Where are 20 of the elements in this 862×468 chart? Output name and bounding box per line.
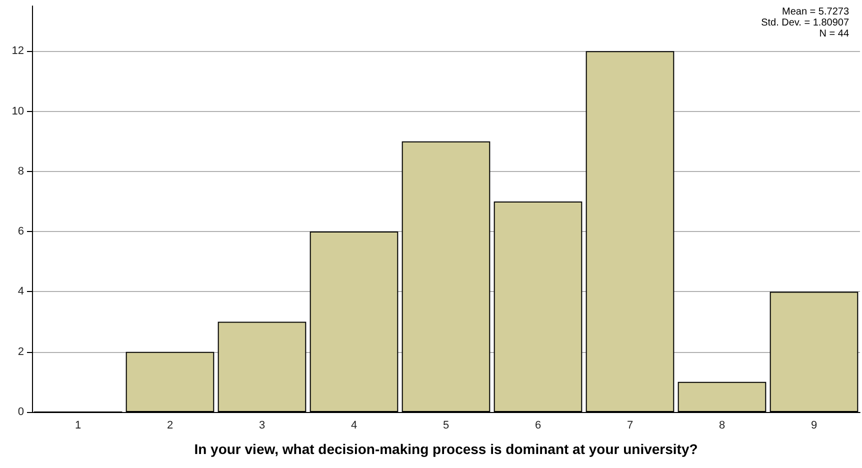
y-tick-label: 12 bbox=[12, 45, 24, 58]
x-tick-label: 4 bbox=[350, 420, 358, 432]
x-tick-label: 1 bbox=[74, 420, 82, 432]
x-tick-label: 8 bbox=[718, 420, 726, 432]
x-axis-title: In your view, what decision-making process is dominant at your university? bbox=[194, 441, 698, 457]
y-tick-label: 6 bbox=[18, 226, 24, 238]
x-tick-label: 7 bbox=[626, 420, 634, 432]
y-tick-label: 10 bbox=[12, 105, 24, 118]
annotation: N = 44 bbox=[819, 28, 850, 40]
annotation: Std. Dev. = 1.80907 bbox=[761, 18, 850, 28]
x-tick-label: 9 bbox=[810, 420, 818, 432]
x-tick-label: 6 bbox=[534, 420, 542, 432]
x-tick-label: 2 bbox=[166, 420, 174, 432]
y-tick-label: 4 bbox=[18, 286, 24, 298]
y-tick-label: 8 bbox=[18, 165, 24, 178]
x-tick-label: 5 bbox=[442, 420, 450, 432]
annotation: Mean = 5.7273 bbox=[782, 6, 850, 18]
y-tick-label: 0 bbox=[18, 406, 24, 418]
y-tick-label: 2 bbox=[18, 346, 24, 358]
x-tick-label: 3 bbox=[258, 420, 266, 432]
